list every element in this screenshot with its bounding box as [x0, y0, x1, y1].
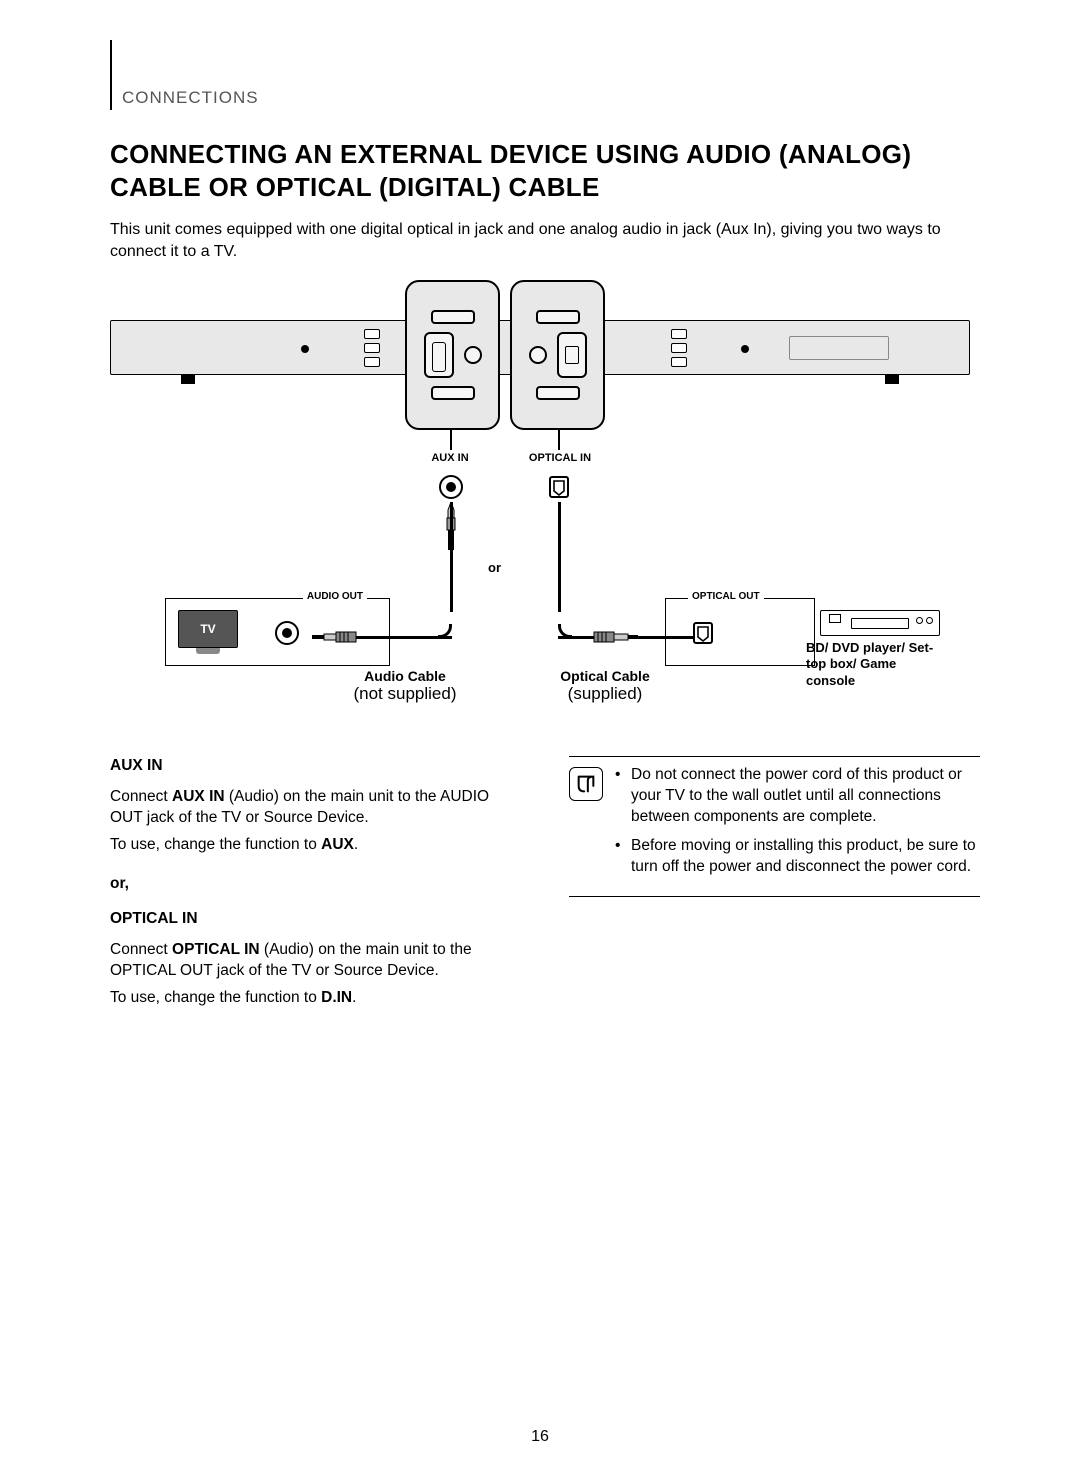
note-item: Do not connect the power cord of this pr… — [615, 765, 980, 828]
aux-plug-icon — [438, 474, 464, 500]
aux-in-text: Connect AUX IN (Audio) on the main unit … — [110, 787, 521, 829]
optical-in-text: Connect OPTICAL IN (Audio) on the main u… — [110, 940, 521, 982]
right-column: Do not connect the power cord of this pr… — [569, 756, 980, 1014]
optical-cable-end-icon — [590, 624, 640, 655]
aux-in-heading: AUX IN — [110, 756, 521, 777]
optical-out-frame: OPTICAL OUT — [665, 598, 815, 666]
aux-in-function-text: To use, change the function to AUX. — [110, 835, 521, 856]
optical-in-function-text: To use, change the function to D.IN. — [110, 988, 521, 1009]
notes-block: Do not connect the power cord of this pr… — [569, 756, 980, 897]
player-label: BD/ DVD player/ Set-top box/ Game consol… — [806, 640, 946, 689]
left-column: AUX IN Connect AUX IN (Audio) on the mai… — [110, 756, 521, 1014]
optical-plug-icon — [546, 474, 572, 500]
optical-in-label: OPTICAL IN — [520, 452, 600, 464]
tv-icon: TV — [178, 610, 238, 654]
note-item: Before moving or installing this product… — [615, 836, 980, 878]
aux-in-label: AUX IN — [420, 452, 480, 464]
optical-in-heading: OPTICAL IN — [110, 909, 521, 930]
connection-diagram: AUX IN OPTICAL IN or AUDIO OUT OPTICAL O… — [110, 280, 970, 720]
optical-cable-caption: Optical Cable (supplied) — [520, 668, 690, 704]
page-title: CONNECTING AN EXTERNAL DEVICE USING AUDI… — [110, 138, 980, 203]
intro-paragraph: This unit comes equipped with one digita… — [110, 219, 980, 262]
or-label: or — [488, 560, 501, 575]
audio-out-label: AUDIO OUT — [303, 591, 367, 602]
aux-port-zoom — [405, 280, 500, 430]
instruction-columns: AUX IN Connect AUX IN (Audio) on the mai… — [110, 756, 980, 1014]
optical-port-zoom — [510, 280, 605, 430]
section-header: CONNECTIONS — [110, 40, 980, 110]
tv-label: TV — [200, 622, 215, 636]
or-heading: or, — [110, 874, 521, 895]
optical-out-label: OPTICAL OUT — [688, 591, 764, 602]
note-icon — [569, 767, 603, 801]
optical-out-port-icon — [690, 620, 716, 646]
section-label: CONNECTIONS — [122, 88, 259, 110]
page-number: 16 — [0, 1428, 1080, 1446]
player-icon — [820, 610, 940, 636]
audio-cable-caption: Audio Cable (not supplied) — [320, 668, 490, 704]
audio-out-port-icon — [274, 620, 300, 646]
